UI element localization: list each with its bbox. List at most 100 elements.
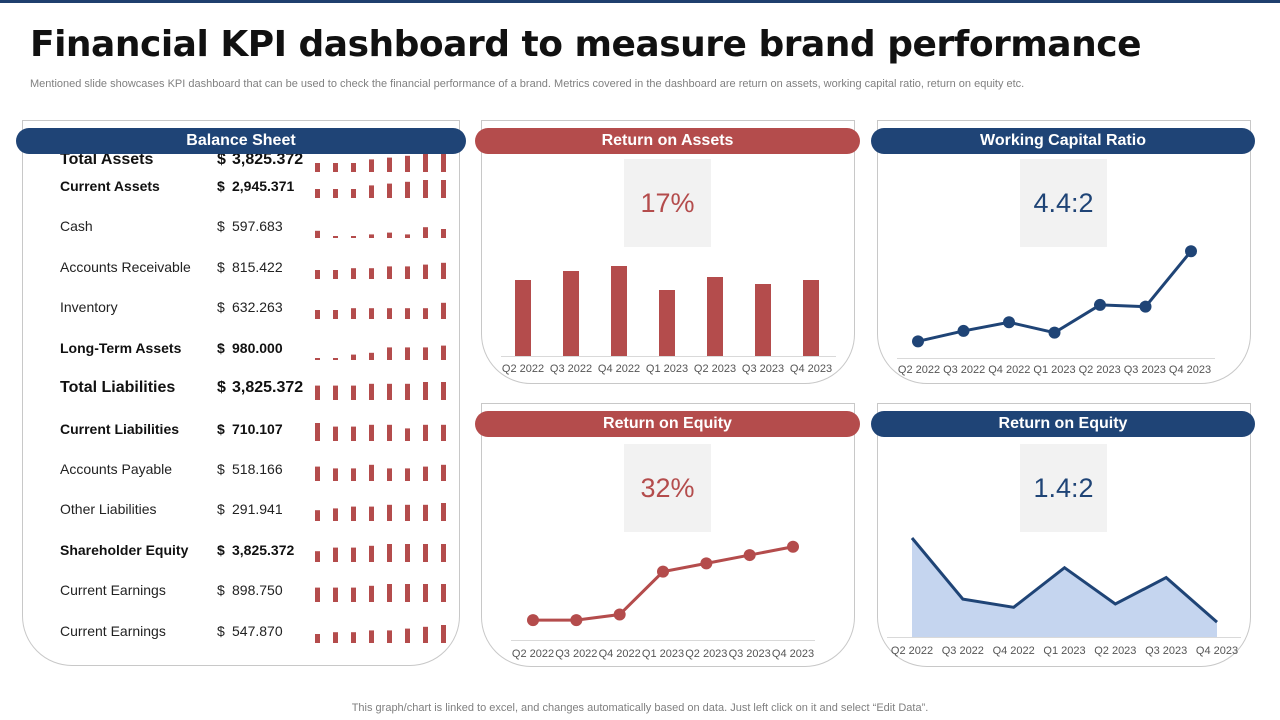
balance-row-value: 3,825.372 — [232, 151, 304, 168]
roe-right-header: Return on Equity — [871, 411, 1255, 437]
sparkline-bar — [423, 466, 428, 481]
sparkline-bar — [441, 424, 446, 441]
roa-bar — [755, 284, 771, 356]
roe-left-x-tick: Q2 2022 — [512, 648, 554, 660]
roe-right-kpi-value: 1.4:2 — [1020, 444, 1107, 532]
balance-row-currency: $ — [217, 340, 225, 356]
sparkline-bar — [315, 510, 320, 521]
balance-row-currency: $ — [217, 379, 226, 396]
sparkline-bar — [333, 587, 338, 602]
sparkline-bar — [369, 506, 374, 521]
sparkline-bar — [405, 181, 410, 198]
sparkline-bar — [369, 268, 374, 279]
balance-row-label: Current Earnings — [60, 623, 166, 639]
sparkline-bar — [351, 308, 356, 319]
sparkline-bar — [333, 426, 338, 441]
roa-bar — [611, 266, 627, 356]
roe-left-point — [743, 549, 756, 562]
sparkline-bar — [315, 358, 320, 360]
sparkline-bar — [351, 587, 356, 602]
balance-row-currency: $ — [217, 582, 225, 598]
roe-right-x-tick: Q4 2022 — [993, 645, 1035, 657]
balance-row-currency: $ — [217, 421, 225, 437]
wcr-kpi-value: 4.4:2 — [1020, 159, 1107, 247]
balance-row-label: Shareholder Equity — [60, 542, 189, 558]
sparkline-bar — [315, 551, 320, 562]
roa-x-tick: Q4 2022 — [598, 363, 640, 375]
balance-row-currency: $ — [217, 501, 225, 517]
roe-right-x-tick: Q3 2023 — [1145, 645, 1187, 657]
balance-row-value: 2,945.371 — [232, 178, 295, 194]
sparkline-bar — [405, 544, 410, 562]
sparkline-bar — [369, 585, 374, 602]
roe-left-point — [613, 608, 626, 621]
sparkline-bar — [441, 544, 446, 562]
sparkline-bar — [369, 308, 374, 319]
balance-row-label: Current Assets — [60, 178, 160, 194]
roa-header: Return on Assets — [475, 128, 860, 154]
sparkline-bar — [423, 584, 428, 602]
sparkline-bar — [423, 424, 428, 441]
roe-card-right: 1.4:2 Q2 2022 Q3 2022 Q4 2022 Q1 2023 Q2 202… — [877, 403, 1251, 667]
roa-bar — [563, 271, 579, 356]
wcr-line-chart: Q2 2022 Q3 2022 Q4 2022 Q1 2023 Q2 2023 Q3 20… — [897, 245, 1215, 376]
sparkline-bar — [369, 545, 374, 562]
balance-row-label: Current Earnings — [60, 582, 166, 598]
top-accent-bar — [0, 0, 1280, 3]
balance-row-value: 980.000 — [232, 340, 283, 356]
wcr-card: 4.4:2 Q2 2022 Q3 2022 Q4 2022 Q1 2023 Q2 202… — [877, 120, 1251, 384]
balance-row-label: Inventory — [60, 299, 118, 315]
balance-row-value: 518.166 — [232, 461, 283, 477]
roe-left-point — [570, 614, 583, 627]
sparkline-bar — [441, 180, 446, 198]
sparkline-bar — [351, 268, 356, 279]
roa-x-tick: Q2 2023 — [694, 363, 736, 375]
roa-x-tick: Q3 2022 — [550, 363, 592, 375]
balance-row-label: Total Liabilities — [60, 379, 176, 396]
roe-left-x-tick: Q1 2023 — [642, 648, 684, 660]
sparkline-bar — [351, 189, 356, 198]
sparkline-bar — [387, 630, 392, 643]
sparkline-bar — [315, 270, 320, 279]
balance-row-value: 632.263 — [232, 299, 283, 315]
sparkline-bar — [351, 632, 356, 643]
roe-left-point — [787, 540, 799, 553]
wcr-point — [1185, 245, 1197, 258]
sparkline-bar — [351, 506, 356, 521]
roe-right-x-tick: Q2 2022 — [891, 645, 933, 657]
wcr-point — [912, 335, 924, 348]
sparkline-bar — [315, 163, 320, 172]
sparkline-bar — [405, 628, 410, 643]
balance-row-currency: $ — [217, 218, 225, 234]
sparkline-bar — [333, 236, 338, 238]
roe-right-x-tick: Q4 2023 — [1196, 645, 1238, 657]
sparkline-bar — [423, 382, 428, 400]
sparkline-bar — [369, 464, 374, 481]
sparkline-bar — [441, 345, 446, 360]
wcr-x-tick: Q2 2022 — [898, 364, 940, 376]
sparkline-bar — [333, 189, 338, 198]
roa-bar — [515, 280, 531, 356]
sparkline-bar — [333, 310, 338, 319]
sparkline-bar — [405, 155, 410, 172]
sparkline-bar — [333, 632, 338, 643]
roe-left-x-tick: Q3 2023 — [729, 648, 771, 660]
sparkline-bar — [423, 154, 428, 172]
roa-x-tick: Q1 2023 — [646, 363, 688, 375]
sparkline-bar — [405, 383, 410, 400]
sparkline-bar — [315, 230, 320, 238]
wcr-header: Working Capital Ratio — [871, 128, 1255, 154]
roe-left-kpi-value: 32% — [624, 444, 711, 532]
balance-row-value: 597.683 — [232, 218, 283, 234]
sparkline-bar — [369, 234, 374, 238]
sparkline-bar — [387, 468, 392, 481]
roe-left-x-tick: Q4 2023 — [772, 648, 814, 660]
page-title: Financial KPI dashboard to measure brand… — [30, 24, 1142, 65]
roe-left-header: Return on Equity — [475, 411, 860, 437]
roe-right-x-tick: Q1 2023 — [1043, 645, 1085, 657]
sparkline-bar — [441, 503, 446, 521]
sparkline-bar — [315, 423, 320, 441]
sparkline-bar — [405, 468, 410, 481]
roe-right-x-tick: Q3 2022 — [942, 645, 984, 657]
balance-row-label: Other Liabilities — [60, 501, 157, 517]
